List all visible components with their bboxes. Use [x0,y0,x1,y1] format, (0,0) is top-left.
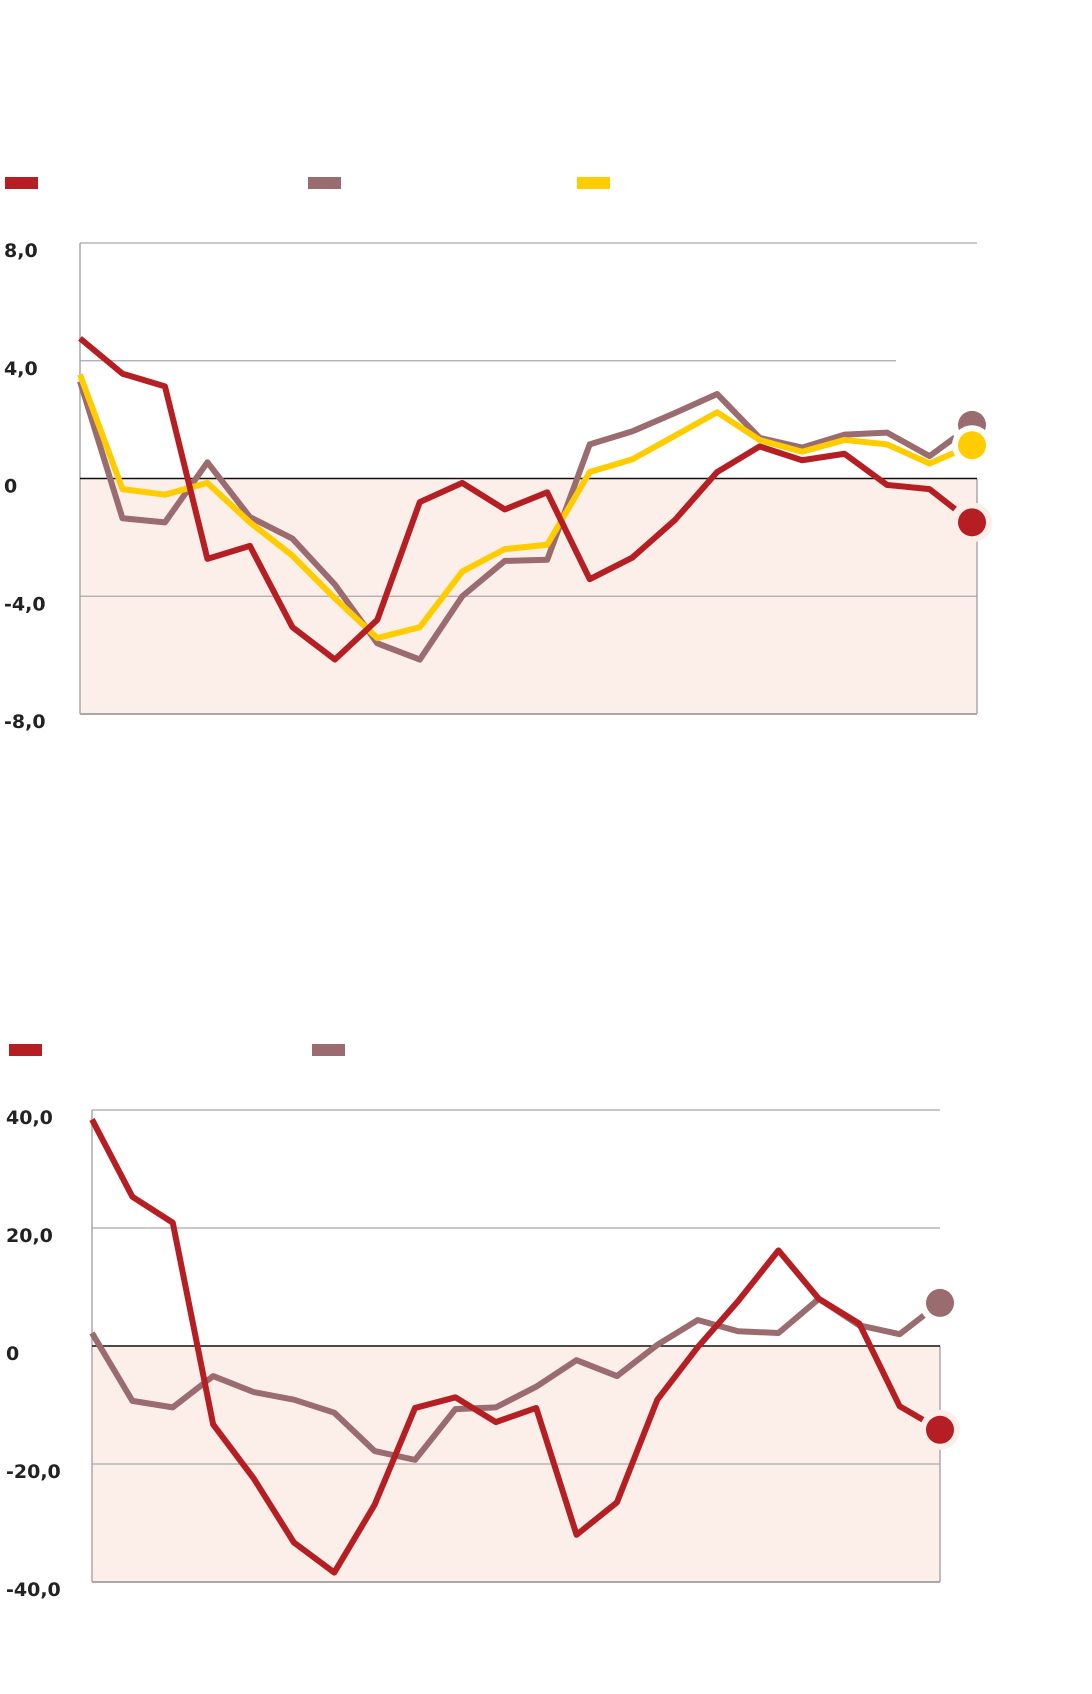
y-tick-label: -20,0 [6,1461,61,1483]
end-dot-yellow [958,431,986,460]
legend-swatch-mauve [308,177,341,189]
y-tick-label: 20,0 [6,1225,53,1247]
series-line-mauve [89,1295,926,1463]
y-tick-label: -4,0 [4,593,46,615]
end-dot-red [926,1415,954,1444]
series-line-red [78,336,957,663]
y-tick-label: 8,0 [4,240,38,262]
legend-swatch-yellow [577,177,610,189]
y-tick-label: 0 [6,1343,19,1365]
y-tick-label: -40,0 [6,1579,61,1601]
end-dot-mauve [926,1288,954,1317]
y-tick-label: 0 [4,476,17,498]
chart-1: 8,0 4,0 0 -4,0 -8,0 [4,177,992,733]
chart-2: 40,0 20,0 0 -20,0 -40,0 [6,1044,960,1601]
y-tick-label: -8,0 [4,711,46,733]
legend-swatch-red [9,1044,42,1056]
series-line-red [89,1118,926,1576]
end-dot-red [958,508,986,537]
y-tick-label: 40,0 [6,1107,53,1129]
series-line-mauve [77,380,957,663]
legend-swatch-mauve [312,1044,345,1056]
series-line-yellow [77,373,957,642]
legend-swatch-red [5,177,38,189]
y-tick-label: 4,0 [4,358,38,380]
